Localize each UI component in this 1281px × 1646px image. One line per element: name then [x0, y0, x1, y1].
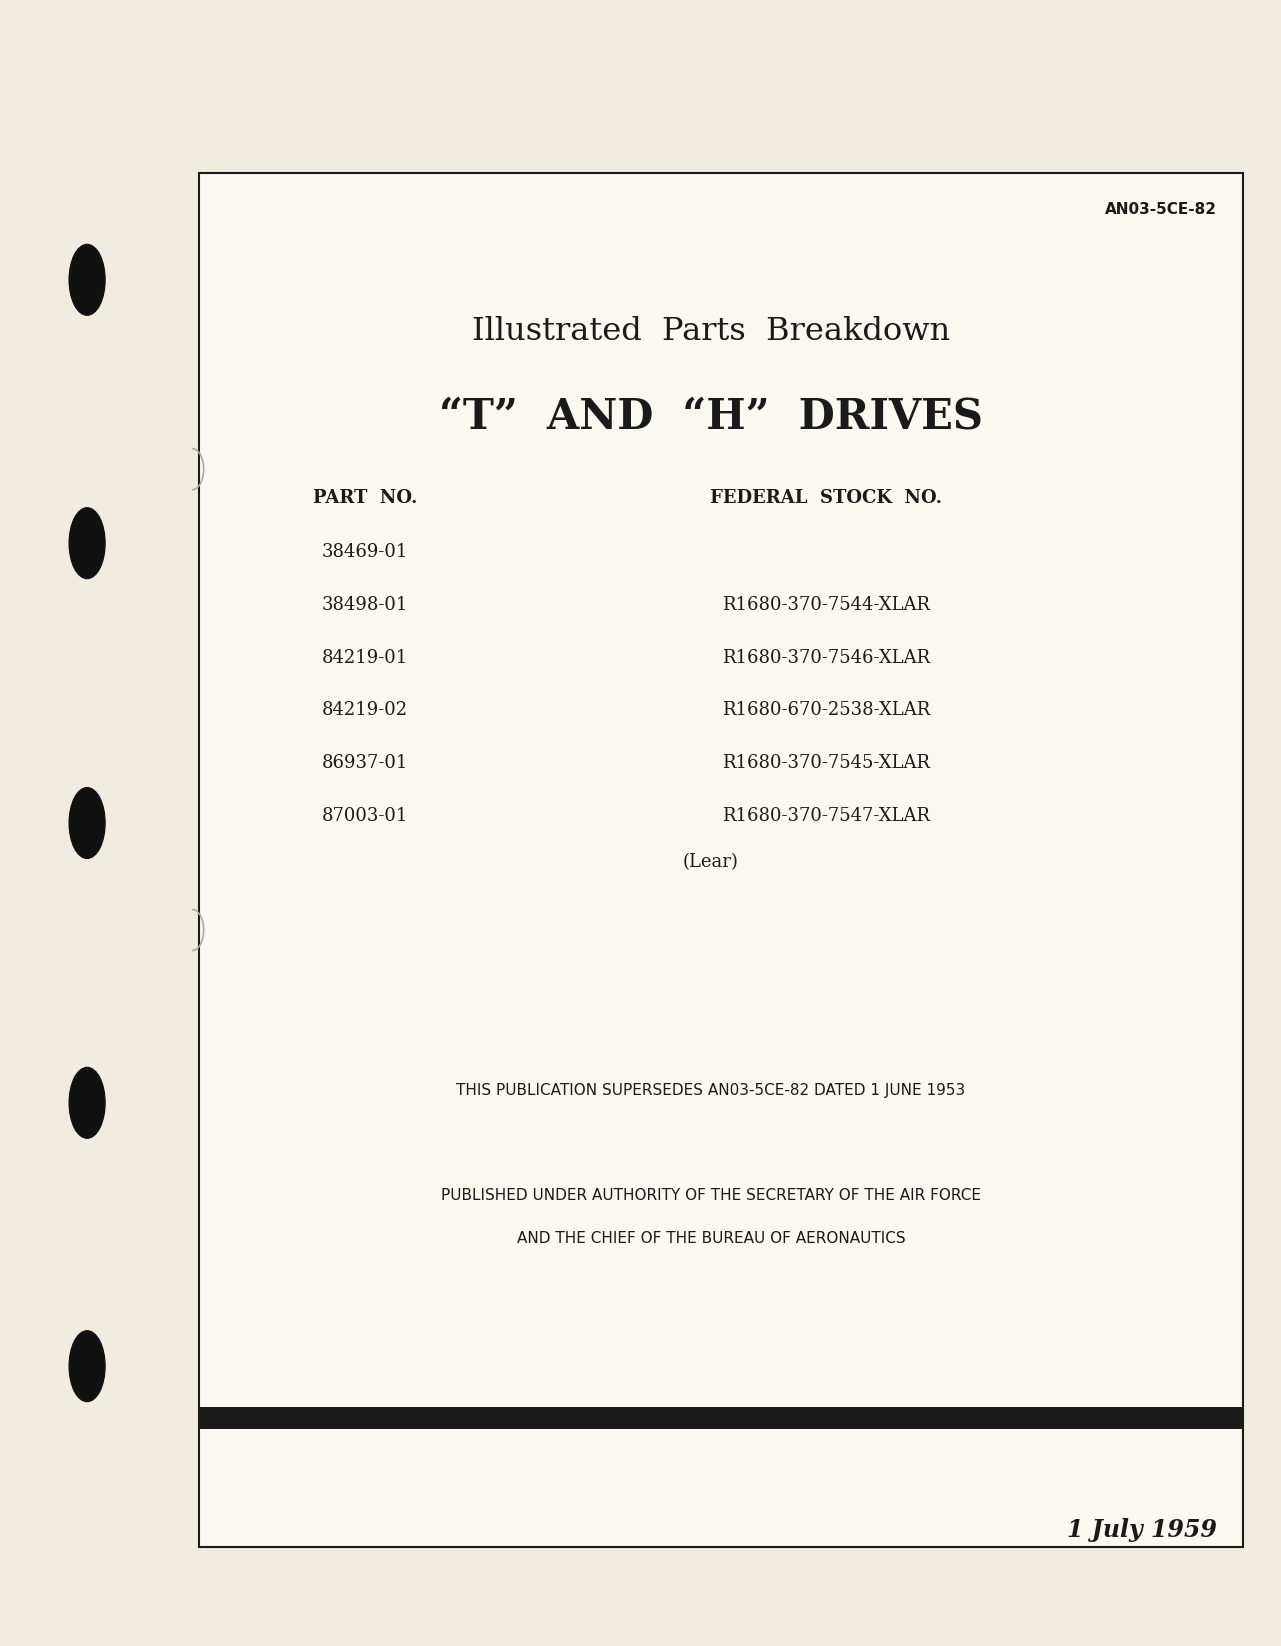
Text: R1680-370-7546-XLAR: R1680-370-7546-XLAR — [722, 649, 930, 667]
Ellipse shape — [69, 788, 105, 859]
Text: THIS PUBLICATION SUPERSEDES AN03-5CE-82 DATED 1 JUNE 1953: THIS PUBLICATION SUPERSEDES AN03-5CE-82 … — [456, 1083, 966, 1098]
Text: AN03-5CE-82: AN03-5CE-82 — [1106, 202, 1217, 217]
Ellipse shape — [69, 1330, 105, 1402]
Ellipse shape — [69, 1067, 105, 1139]
Text: 38498-01: 38498-01 — [322, 596, 409, 614]
Text: 87003-01: 87003-01 — [322, 807, 409, 825]
Ellipse shape — [69, 245, 105, 316]
Text: Illustrated  Parts  Breakdown: Illustrated Parts Breakdown — [471, 316, 951, 347]
Text: “T”  AND  “H”  DRIVES: “T” AND “H” DRIVES — [439, 395, 983, 438]
Text: R1680-370-7547-XLAR: R1680-370-7547-XLAR — [722, 807, 930, 825]
Text: 86937-01: 86937-01 — [322, 754, 409, 772]
Ellipse shape — [69, 507, 105, 578]
Text: 38469-01: 38469-01 — [322, 543, 409, 561]
Text: R1680-670-2538-XLAR: R1680-670-2538-XLAR — [722, 701, 930, 719]
Text: R1680-370-7545-XLAR: R1680-370-7545-XLAR — [722, 754, 930, 772]
Bar — [199, 1407, 1243, 1429]
FancyBboxPatch shape — [199, 173, 1243, 1547]
Text: FEDERAL  STOCK  NO.: FEDERAL STOCK NO. — [710, 489, 943, 507]
Text: (Lear): (Lear) — [683, 853, 739, 871]
Text: PART  NO.: PART NO. — [313, 489, 418, 507]
Text: 1 July 1959: 1 July 1959 — [1067, 1518, 1217, 1542]
Text: PUBLISHED UNDER AUTHORITY OF THE SECRETARY OF THE AIR FORCE: PUBLISHED UNDER AUTHORITY OF THE SECRETA… — [441, 1188, 981, 1203]
Text: 84219-01: 84219-01 — [322, 649, 409, 667]
Text: R1680-370-7544-XLAR: R1680-370-7544-XLAR — [722, 596, 930, 614]
Text: AND THE CHIEF OF THE BUREAU OF AERONAUTICS: AND THE CHIEF OF THE BUREAU OF AERONAUTI… — [516, 1231, 906, 1246]
Text: 84219-02: 84219-02 — [322, 701, 409, 719]
